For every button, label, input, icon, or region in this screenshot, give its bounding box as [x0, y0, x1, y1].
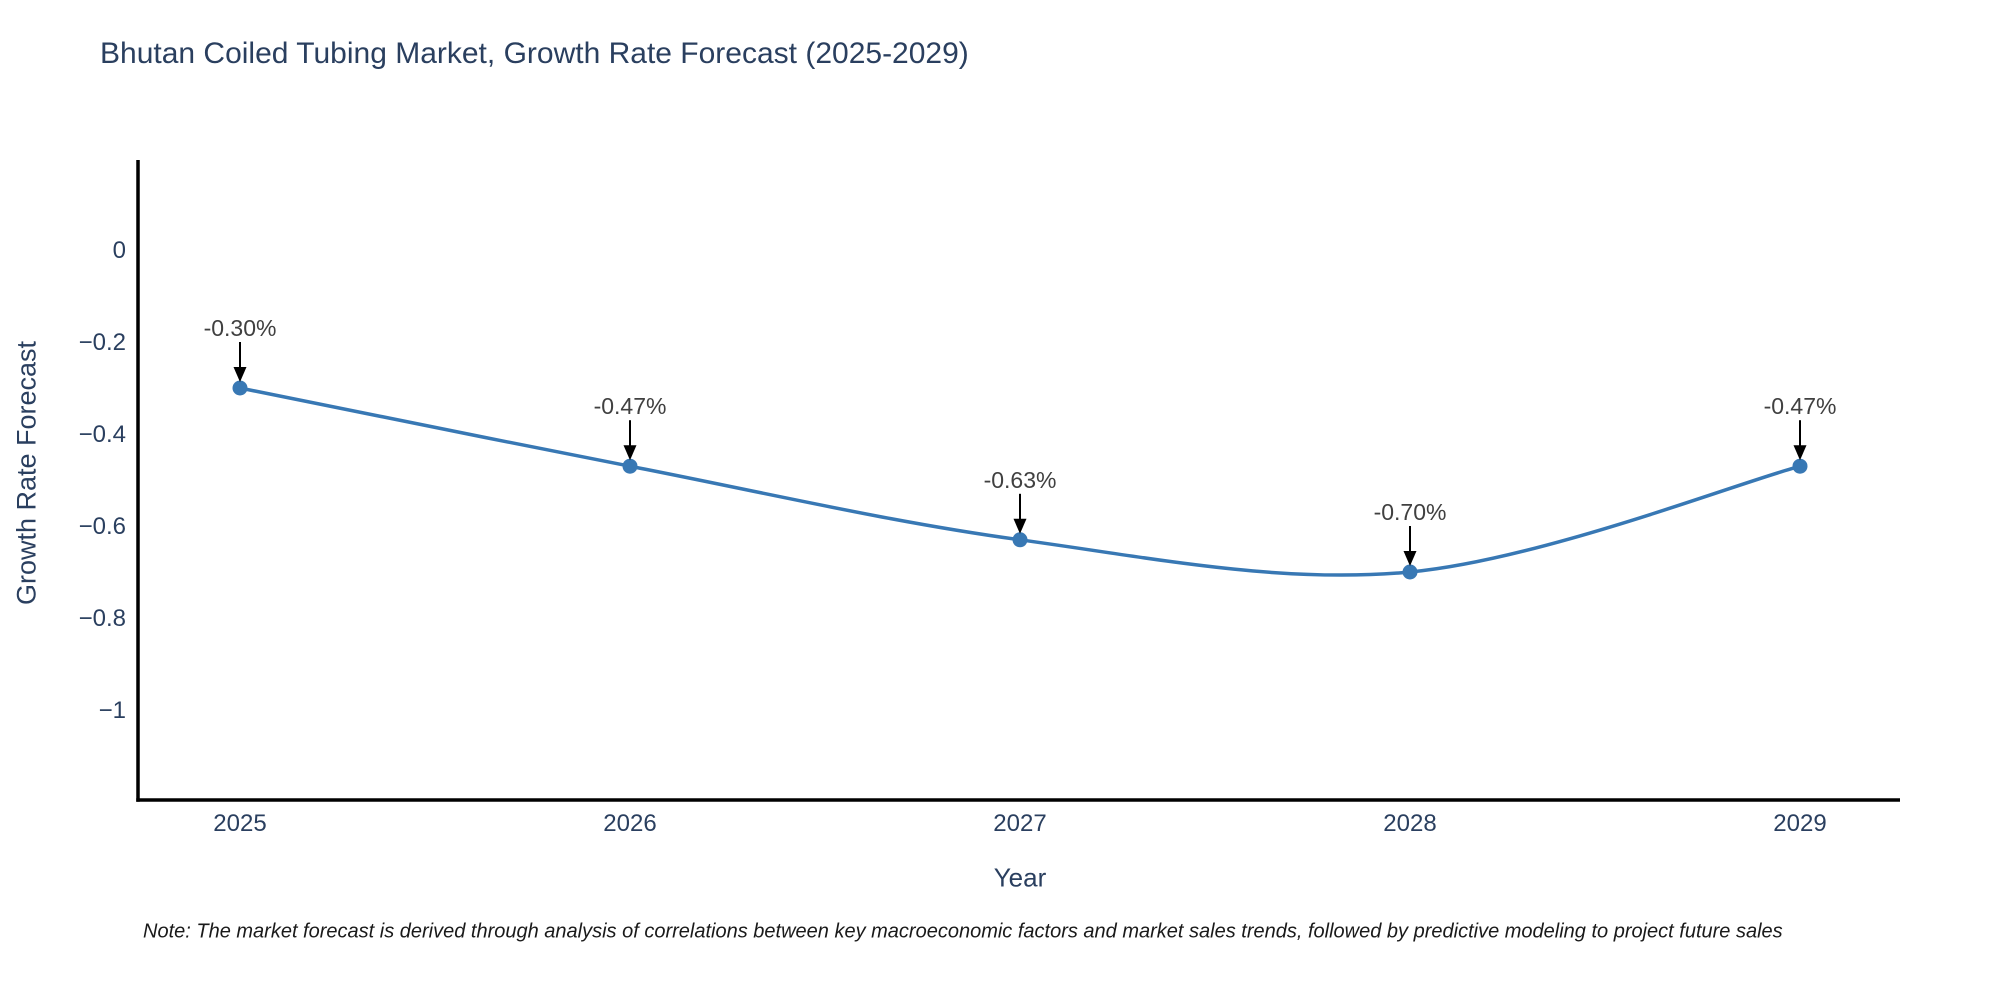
y-tick-label: 0 [113, 237, 126, 264]
annotation-arrowhead-2025 [233, 367, 247, 382]
axes-layer [136, 160, 1900, 802]
data-point-2028[interactable] [1402, 564, 1418, 580]
y-tick-label: −0.4 [79, 421, 126, 448]
annotation-arrowhead-2027 [1013, 518, 1027, 534]
annotation-label-2028: -0.70% [1374, 499, 1447, 525]
annotation-layer: -0.30% -0.47% -0.63% -0.70% -0.47% [204, 315, 1837, 566]
series-layer [232, 380, 1808, 580]
data-point-2029[interactable] [1792, 458, 1808, 474]
chart-title: Bhutan Coiled Tubing Market, Growth Rate… [100, 37, 969, 70]
annotation-label-2027: -0.63% [984, 467, 1057, 493]
x-tick-label-2025: 2025 [213, 810, 266, 837]
annotation-label-2029: -0.47% [1764, 393, 1837, 419]
annotation-arrowhead-2028 [1403, 551, 1417, 566]
y-tick-label: −0.2 [79, 329, 126, 356]
y-axis-title: Growth Rate Forecast [11, 340, 42, 606]
x-tick-label-2027: 2027 [993, 810, 1046, 837]
data-point-2026[interactable] [622, 458, 638, 474]
annotation-label-2026: -0.47% [594, 393, 667, 419]
x-tick-label-2026: 2026 [603, 810, 656, 837]
y-tick-label: −0.6 [79, 513, 126, 540]
data-point-2025[interactable] [232, 380, 248, 396]
x-tick-label-2028: 2028 [1383, 810, 1436, 837]
ticks-layer: 0 −0.2 −0.4 −0.6 −0.8 −1 2025 2026 2027 2028 2029 [79, 237, 1827, 837]
x-tick-label-2029: 2029 [1773, 810, 1826, 837]
annotation-arrowhead-2026 [623, 445, 637, 461]
y-tick-label: −1 [99, 697, 126, 724]
annotation-arrowhead-2029 [1793, 445, 1807, 461]
footnote: Note: The market forecast is derived thr… [143, 920, 1783, 943]
x-axis-title: Year [993, 862, 1047, 893]
data-point-2027[interactable] [1012, 532, 1028, 548]
annotation-label-2025: -0.30% [204, 315, 277, 341]
y-tick-label: −0.8 [79, 605, 126, 632]
